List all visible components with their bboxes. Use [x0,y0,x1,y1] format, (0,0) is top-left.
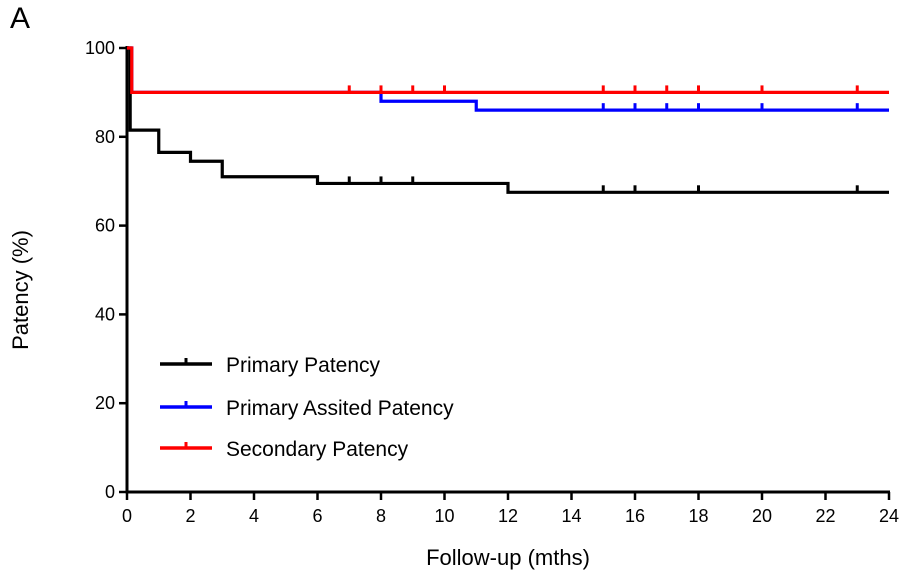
x-axis-label: Follow-up (mths) [426,545,590,570]
x-tick-label: 22 [815,506,835,526]
legend-label-secondary-patency: Secondary Patency [226,438,409,461]
x-tick-label: 18 [688,506,708,526]
x-tick-label: 20 [752,506,772,526]
x-tick-label: 16 [625,506,645,526]
x-tick-label: 10 [434,506,454,526]
legend: Primary Patency Primary Assited Patency Se… [160,354,454,461]
y-tick-label: 40 [95,304,115,324]
y-tick-label: 20 [95,393,115,413]
series-group [127,46,889,194]
x-tick-label: 8 [376,506,386,526]
x-tick-label: 12 [498,506,518,526]
y-tick-label: 60 [95,216,115,236]
legend-label-primary-assited-patency: Primary Assited Patency [226,397,454,420]
x-tick-label: 0 [122,506,132,526]
panel-label: A [10,2,31,35]
series-line-primary-assited-patency [127,46,889,112]
x-tick-label: 4 [249,506,259,526]
legend-label-primary-patency: Primary Patency [226,354,381,377]
x-tick-label: 14 [561,506,581,526]
x-tick-label: 6 [312,506,322,526]
x-tick-label: 24 [879,506,899,526]
x-tick-label: 2 [185,506,195,526]
series-line-secondary-patency [127,46,889,94]
y-tick-label: 0 [105,482,115,502]
series-line-primary-patency [127,46,889,194]
y-tick-label: 80 [95,127,115,147]
y-tick-label: 100 [85,38,115,58]
